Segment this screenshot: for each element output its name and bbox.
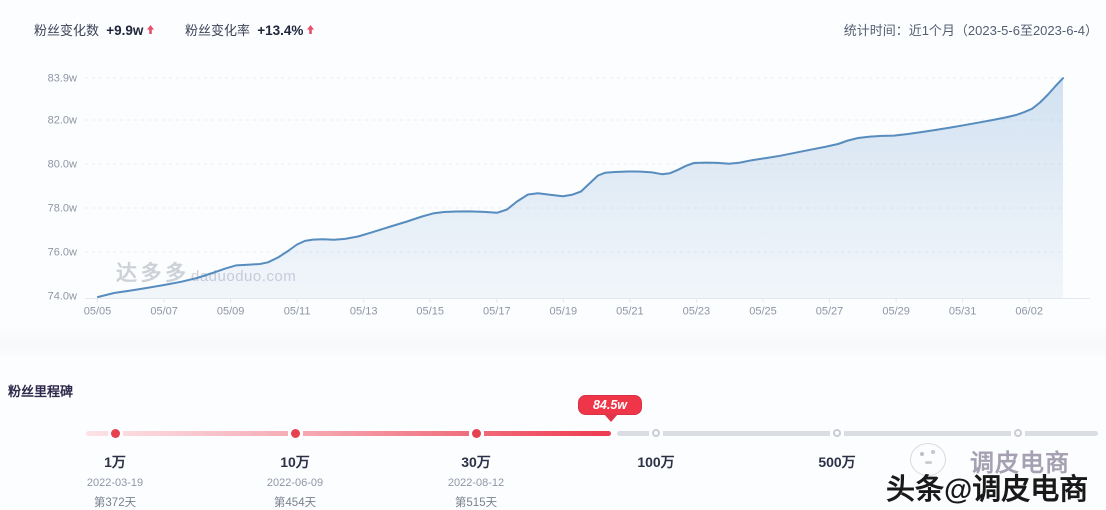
svg-text:76.0w: 76.0w xyxy=(48,247,77,259)
svg-text:05/07: 05/07 xyxy=(150,306,178,318)
svg-text:78.0w: 78.0w xyxy=(48,203,77,215)
svg-text:80.0w: 80.0w xyxy=(48,159,77,171)
svg-text:05/27: 05/27 xyxy=(816,306,844,318)
svg-text:05/21: 05/21 xyxy=(616,306,644,318)
svg-text:05/19: 05/19 xyxy=(550,306,578,318)
svg-text:05/31: 05/31 xyxy=(949,306,977,318)
svg-text:05/05: 05/05 xyxy=(84,306,112,318)
svg-text:05/25: 05/25 xyxy=(749,306,777,318)
svg-text:83.9w: 83.9w xyxy=(48,73,77,85)
svg-text:05/17: 05/17 xyxy=(483,306,511,318)
svg-text:05/29: 05/29 xyxy=(882,306,910,318)
svg-text:06/02: 06/02 xyxy=(1015,306,1043,318)
svg-text:82.0w: 82.0w xyxy=(48,115,77,127)
svg-text:05/15: 05/15 xyxy=(416,306,444,318)
svg-text:05/09: 05/09 xyxy=(217,306,245,318)
svg-text:05/11: 05/11 xyxy=(284,306,311,318)
svg-text:05/13: 05/13 xyxy=(350,306,378,318)
svg-text:05/23: 05/23 xyxy=(683,306,711,318)
svg-text:达多多: 达多多 xyxy=(116,261,190,285)
svg-text:74.0w: 74.0w xyxy=(48,291,77,303)
